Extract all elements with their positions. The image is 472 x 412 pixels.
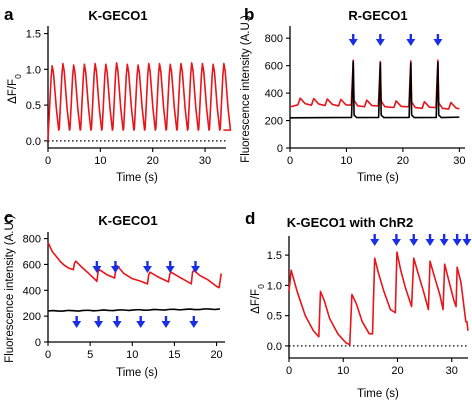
- y-tick-label: 800: [23, 234, 41, 246]
- series-red: [47, 242, 223, 289]
- panel-b: b R-GECO1 0 10 20 30 0 200 400 600 800 Time (s) Fluo…: [240, 5, 465, 184]
- stimulus-arrow: [110, 261, 120, 273]
- y-axis-label: Fluorescence intensity (A.U.): [240, 15, 252, 163]
- series-red: [47, 62, 232, 141]
- x-tick-label: 0: [286, 365, 292, 377]
- x-tick-label: 0: [287, 155, 293, 167]
- x-axis-label: Time (s): [357, 388, 399, 400]
- stimulus-arrow: [462, 234, 472, 246]
- series-black: [47, 308, 221, 312]
- y-tick-label: 0.0: [26, 136, 41, 148]
- y-tick-label: 0.0: [267, 341, 282, 353]
- y-axis-label: ΔF/F0: [7, 74, 23, 104]
- y-tick-label: 400: [23, 285, 41, 297]
- stimulus-arrow: [433, 34, 443, 46]
- x-tick-label: 30: [453, 155, 465, 167]
- stimulus-arrow: [375, 34, 385, 46]
- stimulus-arrow: [94, 316, 104, 328]
- x-tick-label: 15: [168, 349, 180, 361]
- y-tick-label: 200: [23, 311, 41, 323]
- panel-a: a K-GECO1 0 10 20 30 0.0 0.5 1.0 1.5 Time (s) ΔF/F0: [4, 5, 232, 184]
- panel-title: R-GECO1: [348, 8, 407, 23]
- y-tick-label: 1.0: [267, 280, 282, 292]
- stimulus-arrow: [439, 234, 449, 246]
- x-tick-label: 20: [397, 155, 409, 167]
- x-axis-label: Time (s): [357, 172, 399, 184]
- panel-d: d K-GECO1 with ChR2 0 10 20 30 0.0 0.5 1.0 1.5 Tim…: [245, 209, 472, 400]
- series-black: [289, 60, 460, 119]
- y-axis-label: ΔF/F0: [250, 284, 266, 314]
- y-tick-label: 1.0: [26, 64, 41, 76]
- stimulus-arrow: [142, 261, 152, 273]
- x-tick-label: 20: [391, 365, 403, 377]
- x-axis-label: Time (s): [116, 367, 158, 379]
- panel-letter: c: [4, 208, 13, 227]
- x-tick-label: 10: [94, 155, 106, 167]
- y-tick-label: 800: [265, 33, 283, 45]
- y-tick-label: 0: [35, 337, 41, 349]
- y-tick-label: 400: [265, 88, 283, 100]
- x-tick-label: 0: [45, 155, 51, 167]
- y-tick-label: 200: [265, 116, 283, 128]
- panel-title: K-GECO1: [98, 213, 157, 228]
- stimulus-arrow: [425, 234, 435, 246]
- x-tick-label: 30: [199, 155, 211, 167]
- series-red: [288, 251, 469, 346]
- y-axis-label: Fluorescence intensity (A.U.): [4, 215, 16, 363]
- x-tick-label: 10: [340, 155, 352, 167]
- stimulus-arrow: [161, 316, 171, 328]
- y-tick-label: 0.5: [26, 100, 41, 112]
- y-tick-label: 0.5: [267, 311, 282, 323]
- series-red: [289, 59, 460, 110]
- axes: [47, 232, 225, 343]
- x-tick-label: 0: [45, 349, 51, 361]
- stimulus-arrow: [72, 316, 82, 328]
- stimulus-arrow: [348, 34, 358, 46]
- x-tick-label: 5: [87, 349, 93, 361]
- stimulus-arrow: [165, 261, 175, 273]
- stimulus-arrow: [92, 261, 102, 273]
- panel-title: K-GECO1 with ChR2: [287, 215, 413, 230]
- x-tick-label: 10: [126, 349, 138, 361]
- stimulus-arrow: [112, 316, 122, 328]
- stimulus-arrow: [409, 234, 419, 246]
- stimulus-arrow: [452, 234, 462, 246]
- panel-letter: a: [4, 5, 14, 24]
- x-tick-label: 30: [446, 365, 458, 377]
- panel-letter: b: [244, 5, 254, 24]
- x-tick-label: 20: [210, 349, 222, 361]
- x-tick-label: 10: [337, 365, 349, 377]
- y-tick-label: 600: [23, 259, 41, 271]
- stimulus-arrow: [406, 34, 416, 46]
- panel-letter: d: [245, 209, 255, 228]
- y-tick-label: 1.5: [26, 29, 41, 41]
- x-axis-label: Time (s): [116, 172, 158, 184]
- stimulus-arrow: [189, 316, 199, 328]
- y-tick-label: 600: [265, 61, 283, 73]
- y-tick-label: 1.5: [267, 250, 282, 262]
- x-tick-label: 20: [147, 155, 159, 167]
- stimulus-arrow: [136, 316, 146, 328]
- stimulus-arrow: [191, 261, 200, 273]
- panel-title: K-GECO1: [88, 8, 147, 23]
- y-tick-label: 0: [277, 143, 283, 155]
- stimulus-arrow: [370, 234, 380, 246]
- stimulus-arrow: [391, 234, 401, 246]
